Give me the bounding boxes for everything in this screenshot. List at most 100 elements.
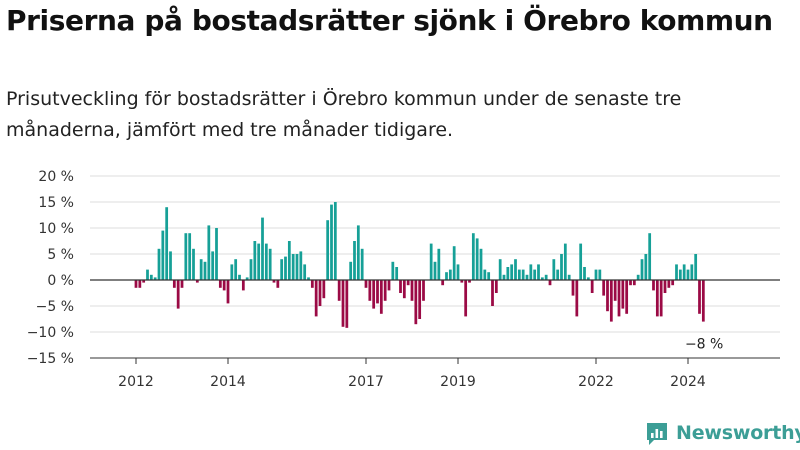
newsworthy-logo-text: Newsworthy bbox=[676, 422, 800, 444]
data-bar bbox=[483, 269, 487, 280]
data-bar bbox=[353, 241, 356, 280]
data-bar bbox=[590, 280, 594, 293]
data-bar bbox=[594, 269, 598, 280]
data-bar bbox=[583, 267, 586, 280]
data-bar bbox=[222, 280, 226, 291]
chart-title: Priserna på bostadsrätter sjönk i Örebro… bbox=[6, 4, 773, 37]
data-bar bbox=[537, 264, 540, 280]
data-bar bbox=[138, 280, 142, 288]
data-bar bbox=[602, 280, 606, 296]
data-bar bbox=[548, 280, 552, 286]
data-bar bbox=[598, 269, 602, 280]
data-bar bbox=[609, 280, 613, 322]
data-bar bbox=[383, 280, 387, 301]
data-bar bbox=[284, 256, 287, 280]
data-bar bbox=[632, 280, 636, 286]
data-bar bbox=[157, 248, 161, 280]
y-tick-label: 20 % bbox=[38, 169, 74, 185]
data-bar bbox=[272, 280, 276, 283]
data-bar bbox=[414, 280, 418, 325]
y-tick-label: −5 % bbox=[36, 299, 74, 315]
data-bar bbox=[671, 280, 675, 286]
data-bar bbox=[188, 233, 192, 280]
data-bar bbox=[529, 264, 533, 280]
data-bar bbox=[146, 269, 149, 280]
data-bar bbox=[326, 220, 330, 280]
bar-chart: 20 % 15 % 10 % 5 % 0 % −5 % −10 % −15 % 2012 2014… bbox=[27, 169, 780, 390]
data-bar bbox=[372, 280, 376, 309]
data-bar bbox=[295, 254, 299, 280]
data-bar bbox=[686, 269, 690, 280]
data-bar bbox=[644, 254, 648, 280]
data-bar bbox=[563, 243, 567, 280]
data-bar bbox=[571, 280, 575, 296]
data-bar bbox=[452, 246, 456, 280]
data-bar bbox=[234, 259, 238, 280]
data-bar bbox=[264, 243, 268, 280]
y-tick-label: 15 % bbox=[38, 195, 74, 211]
data-bar bbox=[253, 241, 257, 280]
data-bar bbox=[303, 264, 307, 280]
data-bar bbox=[494, 280, 498, 293]
data-bar bbox=[690, 264, 694, 280]
data-bar bbox=[215, 228, 218, 280]
data-bar bbox=[310, 280, 314, 288]
data-bar bbox=[667, 280, 671, 288]
data-bar bbox=[636, 274, 640, 280]
data-bar bbox=[441, 280, 445, 286]
data-bar bbox=[629, 280, 632, 286]
data-bar bbox=[448, 269, 452, 280]
data-bar bbox=[211, 251, 215, 280]
data-bar bbox=[579, 243, 583, 280]
data-bar bbox=[678, 269, 682, 280]
newsworthy-logo: Newsworthy bbox=[644, 420, 800, 446]
data-bar bbox=[606, 280, 609, 312]
data-bar bbox=[433, 261, 437, 280]
data-bar bbox=[245, 277, 249, 280]
data-bar bbox=[195, 280, 199, 283]
data-bar bbox=[153, 277, 157, 280]
data-bar bbox=[330, 204, 333, 280]
y-tick-label: 0 % bbox=[47, 273, 74, 289]
data-bar bbox=[460, 280, 464, 283]
data-bar bbox=[299, 251, 303, 280]
data-bar bbox=[429, 243, 433, 280]
data-bar bbox=[652, 280, 655, 291]
data-bar bbox=[333, 202, 337, 280]
data-bar bbox=[364, 280, 368, 288]
data-bar bbox=[471, 233, 475, 280]
data-bar bbox=[491, 280, 494, 306]
data-bar bbox=[149, 274, 153, 280]
data-bar bbox=[169, 251, 172, 280]
data-bar bbox=[241, 280, 245, 291]
data-bar bbox=[207, 225, 211, 280]
data-bar bbox=[199, 259, 203, 280]
data-bar bbox=[192, 248, 195, 280]
data-bar bbox=[287, 241, 291, 280]
x-tick-label: 2024 bbox=[670, 374, 706, 390]
y-tick-label: −15 % bbox=[27, 351, 74, 367]
data-bar bbox=[368, 280, 372, 301]
data-bar bbox=[337, 280, 341, 301]
y-tick-label: −10 % bbox=[27, 325, 74, 341]
data-bar bbox=[268, 248, 272, 280]
data-bar bbox=[533, 269, 537, 280]
data-bar bbox=[387, 280, 391, 291]
data-bar bbox=[468, 280, 471, 283]
data-bar bbox=[556, 269, 560, 280]
data-bar bbox=[406, 280, 410, 286]
data-bar bbox=[261, 217, 264, 280]
data-bar bbox=[402, 280, 406, 299]
data-bar bbox=[230, 264, 234, 280]
data-bar bbox=[376, 280, 379, 304]
data-bar bbox=[540, 277, 544, 280]
data-bar bbox=[445, 272, 448, 280]
x-tick-label: 2014 bbox=[210, 374, 246, 390]
data-bar bbox=[464, 280, 468, 317]
data-bar bbox=[625, 280, 629, 314]
data-bar bbox=[161, 230, 165, 280]
data-bar bbox=[218, 280, 222, 288]
data-bar bbox=[502, 274, 506, 280]
data-bar bbox=[184, 233, 188, 280]
data-bar bbox=[498, 259, 502, 280]
